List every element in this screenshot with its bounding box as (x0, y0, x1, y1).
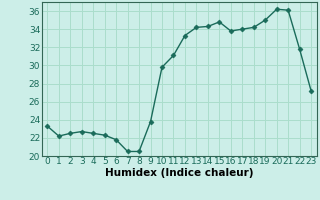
X-axis label: Humidex (Indice chaleur): Humidex (Indice chaleur) (105, 168, 253, 178)
